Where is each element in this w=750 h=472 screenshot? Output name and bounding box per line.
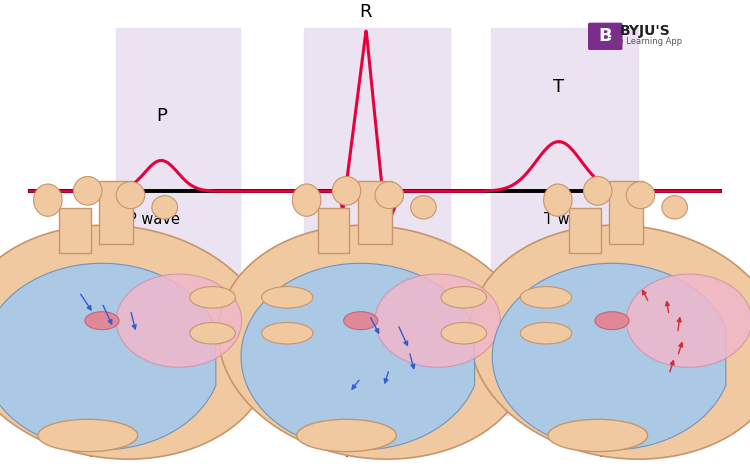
Ellipse shape [262, 322, 313, 344]
Ellipse shape [85, 312, 119, 329]
Polygon shape [358, 181, 392, 244]
Ellipse shape [548, 419, 647, 452]
Polygon shape [609, 181, 644, 244]
Ellipse shape [262, 287, 313, 308]
Ellipse shape [584, 177, 612, 205]
Ellipse shape [595, 312, 629, 329]
Ellipse shape [662, 196, 688, 219]
Text: B: B [598, 27, 612, 45]
Ellipse shape [520, 322, 572, 344]
Ellipse shape [190, 287, 236, 308]
Ellipse shape [332, 177, 361, 205]
Text: T wave: T wave [544, 212, 596, 227]
Ellipse shape [38, 419, 138, 452]
Polygon shape [492, 263, 726, 450]
Bar [116, 28, 240, 415]
Polygon shape [470, 225, 750, 459]
Polygon shape [569, 208, 601, 253]
Bar [491, 28, 638, 415]
Ellipse shape [116, 182, 145, 209]
Ellipse shape [190, 322, 236, 344]
Ellipse shape [411, 196, 436, 219]
Polygon shape [375, 274, 500, 367]
Text: QRS complex: QRS complex [324, 257, 422, 272]
Ellipse shape [441, 287, 487, 308]
Ellipse shape [441, 322, 487, 344]
Ellipse shape [520, 287, 572, 308]
Ellipse shape [344, 312, 378, 329]
Text: P wave: P wave [128, 212, 180, 227]
Text: R: R [359, 3, 371, 21]
Ellipse shape [34, 184, 62, 216]
Ellipse shape [292, 184, 321, 216]
Text: Repolarisation of the
ventricle: Repolarisation of the ventricle [557, 432, 695, 460]
Text: BYJU'S: BYJU'S [620, 24, 670, 38]
Text: S: S [377, 232, 388, 250]
Ellipse shape [74, 177, 102, 205]
Polygon shape [626, 274, 750, 367]
Text: Q: Q [329, 218, 343, 236]
Ellipse shape [152, 196, 178, 219]
Polygon shape [0, 263, 216, 450]
Polygon shape [318, 208, 350, 253]
Text: P: P [156, 107, 166, 125]
Polygon shape [241, 263, 475, 450]
Ellipse shape [544, 184, 572, 216]
Polygon shape [116, 274, 242, 367]
Ellipse shape [296, 419, 396, 452]
Text: The Learning App: The Learning App [608, 36, 682, 46]
Polygon shape [218, 225, 532, 459]
Polygon shape [99, 181, 134, 244]
Ellipse shape [626, 182, 655, 209]
Text: Depolarisation of
the atria: Depolarisation of the atria [59, 432, 173, 460]
Bar [304, 28, 450, 415]
FancyBboxPatch shape [588, 23, 622, 50]
Ellipse shape [375, 182, 404, 209]
Polygon shape [0, 225, 273, 459]
Polygon shape [59, 208, 91, 253]
Text: T: T [554, 78, 564, 96]
Text: Depolarisation of the
ventricles: Depolarisation of the ventricles [305, 432, 445, 460]
